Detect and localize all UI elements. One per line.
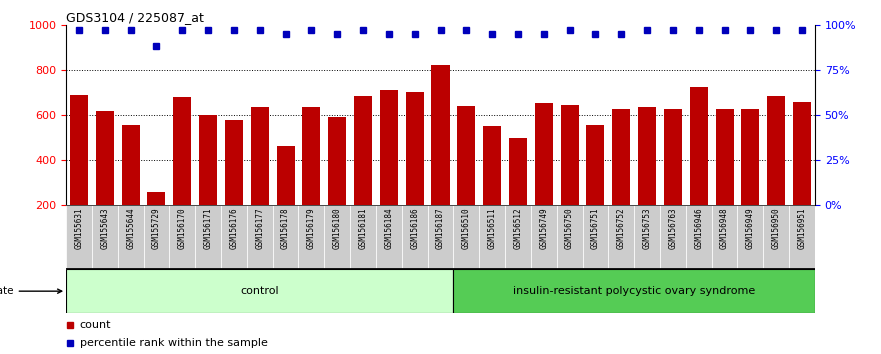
- Bar: [509, 138, 527, 205]
- Bar: [199, 115, 217, 205]
- Bar: [302, 107, 321, 205]
- Bar: [196, 205, 221, 269]
- Bar: [634, 205, 660, 269]
- Bar: [557, 205, 582, 269]
- Text: GSM156186: GSM156186: [411, 207, 419, 249]
- Text: GSM156749: GSM156749: [539, 207, 548, 249]
- Bar: [169, 205, 196, 269]
- Text: GDS3104 / 225087_at: GDS3104 / 225087_at: [66, 11, 204, 24]
- Bar: [587, 125, 604, 205]
- Bar: [221, 205, 247, 269]
- Bar: [328, 117, 346, 205]
- Bar: [767, 96, 785, 205]
- Text: GSM156171: GSM156171: [204, 207, 212, 249]
- Bar: [354, 96, 372, 205]
- Bar: [272, 205, 299, 269]
- Text: GSM156178: GSM156178: [281, 207, 290, 249]
- Bar: [741, 109, 759, 205]
- Bar: [405, 92, 424, 205]
- Bar: [251, 107, 269, 205]
- Text: GSM156179: GSM156179: [307, 207, 316, 249]
- Bar: [612, 109, 630, 205]
- Text: GSM156753: GSM156753: [642, 207, 652, 249]
- Bar: [479, 205, 505, 269]
- Bar: [376, 205, 402, 269]
- Bar: [454, 269, 815, 313]
- Bar: [685, 205, 712, 269]
- Bar: [535, 103, 552, 205]
- Text: count: count: [79, 320, 111, 330]
- Text: percentile rank within the sample: percentile rank within the sample: [79, 338, 268, 348]
- Bar: [638, 107, 656, 205]
- Text: GSM156948: GSM156948: [720, 207, 729, 249]
- Bar: [609, 205, 634, 269]
- Bar: [66, 205, 92, 269]
- Bar: [225, 120, 243, 205]
- Bar: [122, 125, 140, 205]
- Text: GSM155644: GSM155644: [126, 207, 135, 249]
- Bar: [582, 205, 609, 269]
- Bar: [96, 110, 114, 205]
- Text: GSM155729: GSM155729: [152, 207, 161, 249]
- Text: GSM156750: GSM156750: [565, 207, 574, 249]
- Bar: [737, 205, 763, 269]
- Bar: [277, 145, 294, 205]
- Text: GSM155631: GSM155631: [75, 207, 84, 249]
- Text: GSM156180: GSM156180: [333, 207, 342, 249]
- Bar: [147, 192, 166, 205]
- Text: GSM156763: GSM156763: [669, 207, 677, 249]
- Text: GSM156187: GSM156187: [436, 207, 445, 249]
- Text: GSM156949: GSM156949: [746, 207, 755, 249]
- Text: GSM156512: GSM156512: [514, 207, 522, 249]
- Bar: [483, 126, 501, 205]
- Bar: [690, 87, 707, 205]
- Bar: [92, 205, 118, 269]
- Text: GSM156170: GSM156170: [178, 207, 187, 249]
- Bar: [299, 205, 324, 269]
- Bar: [432, 65, 449, 205]
- Bar: [66, 269, 454, 313]
- Bar: [664, 109, 682, 205]
- Bar: [247, 205, 272, 269]
- Bar: [174, 97, 191, 205]
- Bar: [793, 102, 811, 205]
- Bar: [763, 205, 789, 269]
- Bar: [560, 105, 579, 205]
- Bar: [454, 205, 479, 269]
- Bar: [70, 95, 88, 205]
- Bar: [427, 205, 454, 269]
- Text: GSM156946: GSM156946: [694, 207, 703, 249]
- Text: disease state: disease state: [0, 286, 62, 296]
- Bar: [457, 106, 476, 205]
- Text: GSM156951: GSM156951: [797, 207, 806, 249]
- Text: GSM156510: GSM156510: [462, 207, 470, 249]
- Bar: [380, 90, 398, 205]
- Text: GSM156950: GSM156950: [772, 207, 781, 249]
- Bar: [402, 205, 427, 269]
- Text: control: control: [241, 286, 279, 296]
- Text: GSM156184: GSM156184: [384, 207, 393, 249]
- Bar: [660, 205, 685, 269]
- Text: GSM156177: GSM156177: [255, 207, 264, 249]
- Bar: [118, 205, 144, 269]
- Text: GSM155643: GSM155643: [100, 207, 109, 249]
- Bar: [144, 205, 169, 269]
- Text: GSM156511: GSM156511: [488, 207, 497, 249]
- Bar: [715, 109, 734, 205]
- Text: insulin-resistant polycystic ovary syndrome: insulin-resistant polycystic ovary syndr…: [513, 286, 755, 296]
- Bar: [324, 205, 350, 269]
- Bar: [531, 205, 557, 269]
- Text: GSM156181: GSM156181: [359, 207, 367, 249]
- Text: GSM156751: GSM156751: [591, 207, 600, 249]
- Bar: [505, 205, 531, 269]
- Bar: [350, 205, 376, 269]
- Text: GSM156752: GSM156752: [617, 207, 626, 249]
- Text: GSM156176: GSM156176: [229, 207, 239, 249]
- Bar: [789, 205, 815, 269]
- Bar: [712, 205, 737, 269]
